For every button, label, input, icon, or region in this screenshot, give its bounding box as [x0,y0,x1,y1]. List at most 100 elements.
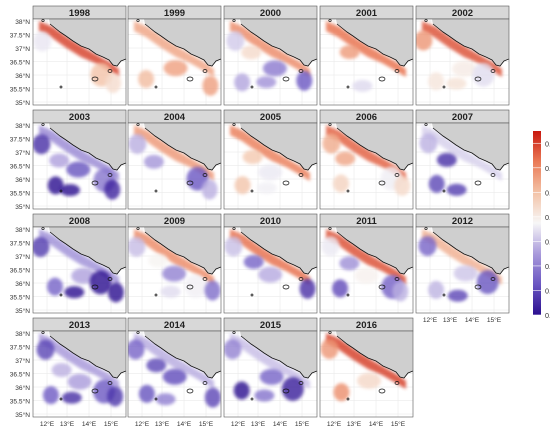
panel-2014: 2014 12°E 13°E 14°E 15°E [127,317,222,428]
coastal-band [134,21,214,77]
offshore-patch [143,154,164,169]
offshore-patch [107,282,124,303]
island [394,173,400,177]
island [41,331,45,334]
offshore-patch [67,373,92,390]
island [378,180,386,186]
island [394,381,400,385]
panel-year-label: 2009 [164,216,185,227]
map-area [127,18,222,106]
offshore-patch [104,179,121,200]
coastal-band [230,21,310,77]
island [282,388,290,394]
island [474,180,482,186]
offshore-patch [234,176,251,195]
island [232,331,236,334]
panel-2000: 2000 [223,5,318,106]
offshore-patch [242,149,263,164]
lat-tick-label: 36.5°N [10,59,30,67]
colorbar: 0.8 0.7 0.6 0.5 0.4 0.3 0.2 0.1 [533,131,550,320]
panel-2012: 2012 12°E 13°E 14°E 15°E [415,213,510,324]
concentration-field [322,125,411,196]
panel-2007: 2007 [415,109,510,210]
map-area [127,122,222,210]
lon-tick-label: 13°E [347,420,362,428]
offshore-patch [446,77,467,90]
island [346,189,350,193]
lat-tick-label: 38°N [15,18,30,26]
panel-year-label: 2015 [260,320,282,331]
island [282,180,290,186]
panel-year-label: 2016 [356,320,377,331]
land-mass [144,331,221,378]
offshore-patch [428,174,445,193]
offshore-patch [259,368,284,385]
panel-2010: 2010 [223,213,318,314]
island [202,381,208,385]
panel-year-label: 2003 [69,112,90,123]
lat-tick-label: 36.5°N [10,371,30,379]
island [250,189,254,193]
lon-tick-label: 13°E [251,420,266,428]
map-area [223,226,318,314]
coastline [240,23,318,67]
island [442,189,446,193]
land-mass [49,123,126,170]
concentration-field [224,333,310,402]
lon-tick-label: 14°E [465,316,480,324]
concentration-field [226,21,313,92]
island [442,293,446,297]
island [107,173,113,177]
island [424,19,428,22]
lat-tick-label: 37.5°N [10,344,30,352]
lat-tick-label: 36°N [15,384,30,392]
island [298,69,304,73]
map-area [415,122,510,210]
panel-2002: 2002 [415,5,510,106]
island [136,19,140,22]
island [328,227,332,230]
land-mass [144,227,221,274]
offshore-patch [128,236,146,257]
lon-tick-label: 13°E [60,420,75,428]
island [474,76,482,82]
panel-2004: 2004 [127,109,222,210]
colorbar-tick-label: 0.3 [545,262,550,271]
land-mass [240,123,317,170]
island [186,76,194,82]
land-mass [144,123,221,170]
island [136,331,140,334]
coastal-band [134,229,214,285]
offshore-patch [51,362,72,377]
coastal-band [422,125,502,181]
offshore-patch [36,339,55,360]
offshore-patch [352,79,373,92]
land-mass [432,227,509,274]
offshore-patch [357,372,382,389]
island [154,189,158,193]
lat-tick-label: 35.5°N [10,86,30,94]
island [490,173,496,177]
island [250,293,254,297]
island [107,277,113,281]
colorbar-gradient [533,131,541,315]
offshore-patch [201,179,218,200]
panel-2001: 2001 [319,5,414,106]
offshore-patch [71,267,96,284]
offshore-patch [339,45,360,60]
offshore-patch [204,387,221,408]
panel-year-label: 2005 [260,112,282,123]
land-mass [240,19,317,66]
offshore-patch [138,70,155,89]
coastline [432,23,510,67]
map-area [319,122,414,210]
colorbar-tick-label: 0.7 [545,164,550,173]
map-area: 38°N 37.5°N 37°N 36.5°N 36°N 35.5°N 35°N 12°E 13… [10,330,127,428]
island [490,277,496,281]
coastal-band [134,333,214,389]
lat-tick-label: 36°N [15,72,30,80]
offshore-patch [33,31,52,52]
island [282,284,290,290]
land-mass [336,227,413,274]
offshore-patch [234,73,251,92]
